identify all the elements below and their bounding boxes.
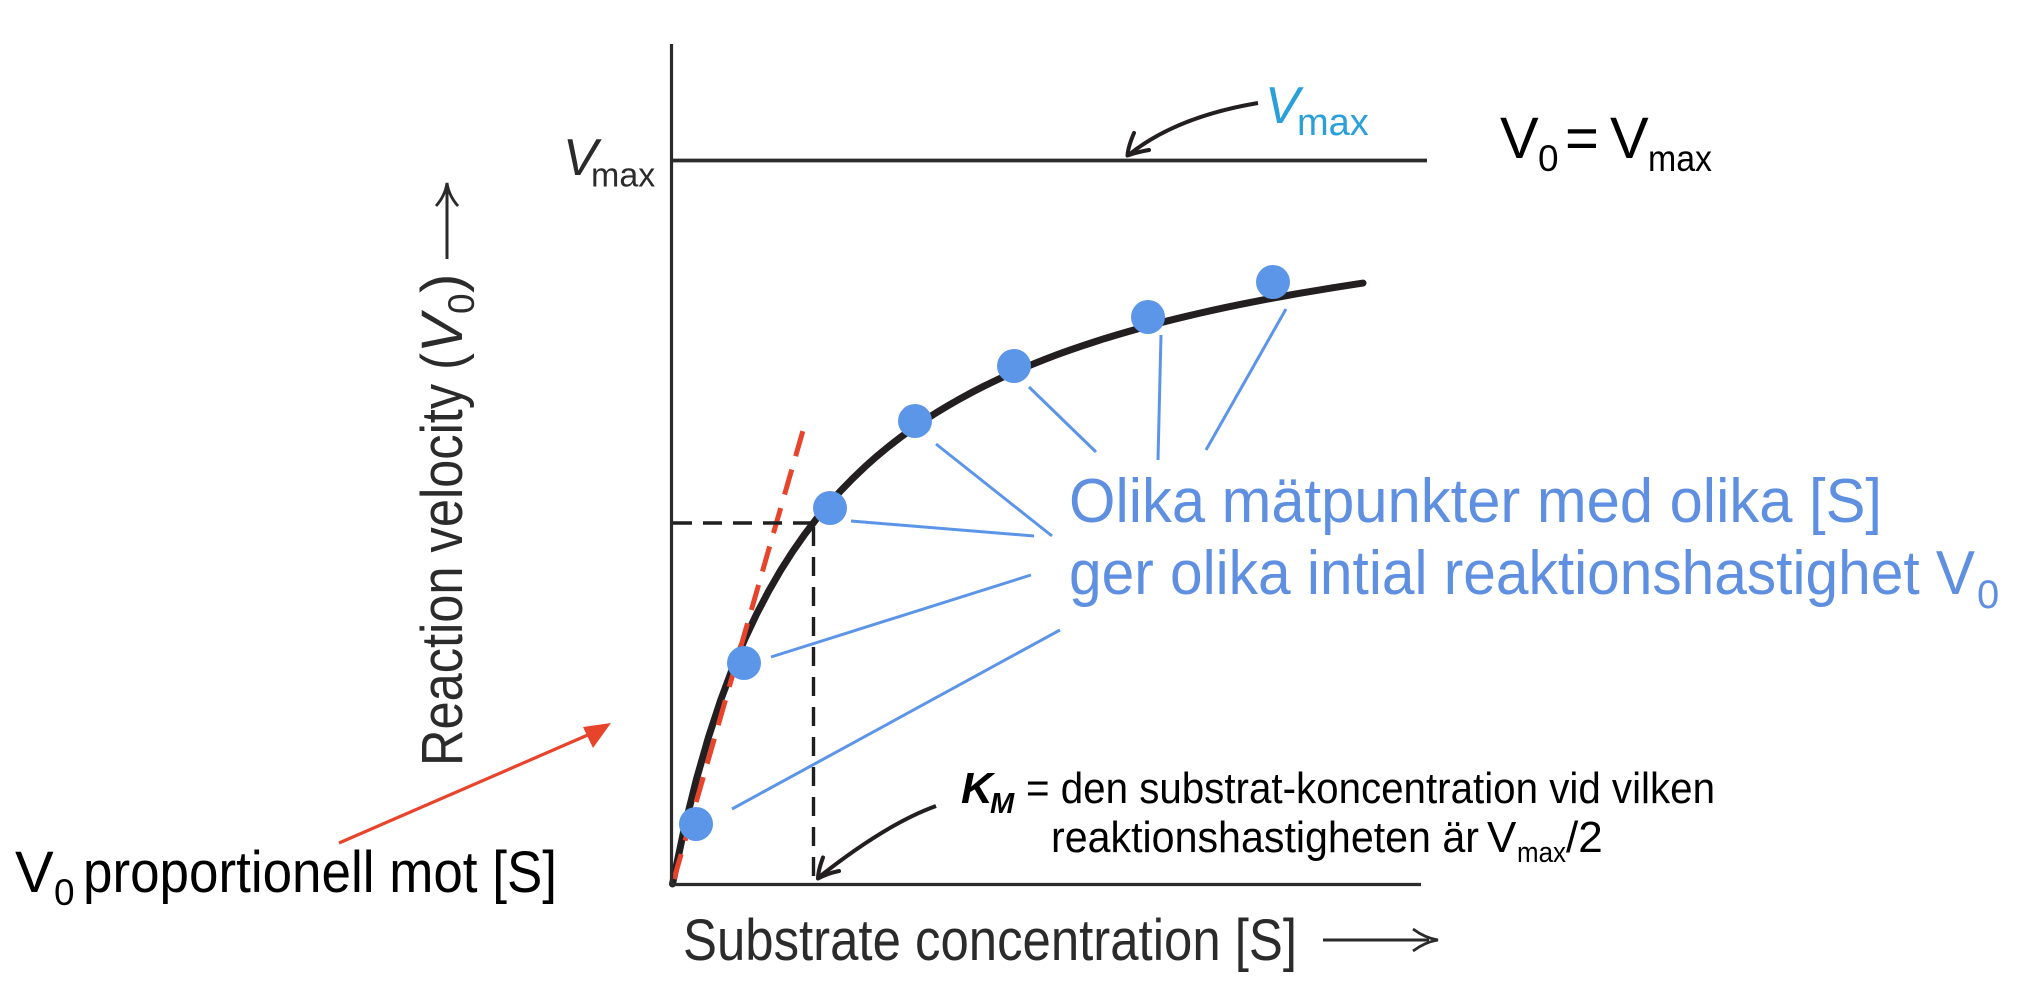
svg-text:0: 0 bbox=[54, 872, 75, 913]
svg-text:0: 0 bbox=[1977, 573, 1999, 617]
svg-text:V: V bbox=[1487, 813, 1517, 862]
svg-text:0: 0 bbox=[441, 293, 482, 314]
svg-text:= den substrat-koncentration v: = den substrat-koncentration vid vilken bbox=[1026, 764, 1715, 813]
svg-text:Olika mätpunkter med olika [S]: Olika mätpunkter med olika [S] bbox=[1069, 467, 1882, 536]
svg-text:V: V bbox=[1500, 106, 1539, 171]
svg-text:ger olika intial reaktionshast: ger olika intial reaktionshastighet V bbox=[1069, 539, 1976, 608]
svg-text:max: max bbox=[591, 157, 655, 195]
svg-text:=: = bbox=[1565, 106, 1599, 171]
svg-text:/2: /2 bbox=[1566, 813, 1603, 862]
svg-text:K: K bbox=[961, 764, 996, 813]
svg-text:reaktionshastigheten är: reaktionshastigheten är bbox=[1051, 813, 1479, 862]
svg-text:max: max bbox=[1297, 102, 1369, 144]
svg-text:): ) bbox=[410, 274, 475, 293]
svg-text:V: V bbox=[410, 309, 475, 353]
svg-text:Reaction velocity (: Reaction velocity ( bbox=[410, 353, 475, 766]
svg-text:M: M bbox=[990, 788, 1015, 820]
svg-text:Substrate concentration [S]: Substrate concentration [S] bbox=[683, 908, 1297, 973]
svg-text:V: V bbox=[1265, 77, 1304, 135]
svg-text:0: 0 bbox=[1538, 138, 1559, 179]
svg-text:V: V bbox=[15, 840, 54, 905]
svg-text:V: V bbox=[563, 129, 602, 187]
svg-text:max: max bbox=[1517, 837, 1566, 869]
svg-text:max: max bbox=[1648, 138, 1712, 179]
svg-text:V: V bbox=[1610, 106, 1649, 171]
svg-text:proportionell mot [S]: proportionell mot [S] bbox=[83, 840, 557, 905]
